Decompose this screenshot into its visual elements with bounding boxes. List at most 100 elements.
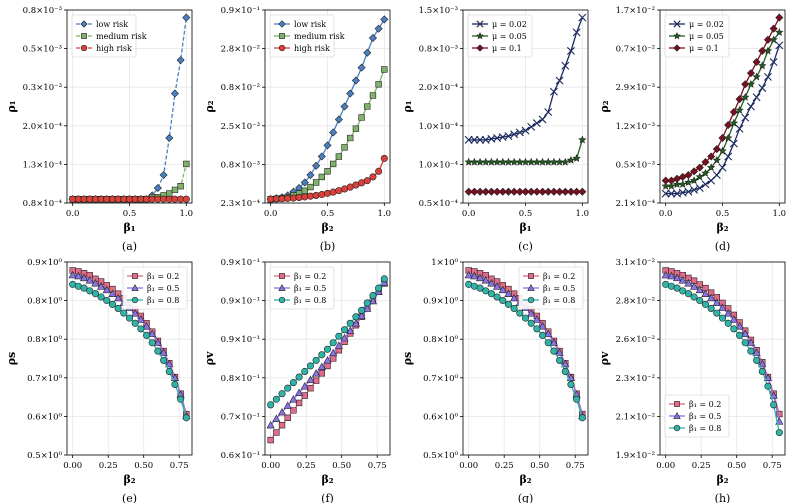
panel-c: 0.5×10⁻⁴ 1.0×10⁻⁴ 1.0×10⁻⁴ 2.0×10⁻⁴ 0.8×10⁻³… — [401, 6, 589, 253]
data-point — [707, 304, 715, 313]
data-point — [684, 178, 693, 187]
data-point — [775, 429, 783, 437]
data-point — [481, 276, 490, 284]
panel-d: 2.1×10⁻⁴ 0.5×10⁻³ 1.2×10⁻³ 2.9×10⁻³ 0.7×10⁻²… — [598, 6, 786, 253]
panel-caption: (b) — [320, 240, 336, 253]
y-tick-label: 1.0×10⁻⁴ — [419, 122, 459, 132]
x-tick-label: 0.75 — [170, 461, 189, 471]
y-tick-label: 1.2×10⁻³ — [616, 122, 655, 132]
x-tick-label: 0.0 — [264, 209, 278, 219]
data-point — [758, 46, 767, 55]
plot-frame — [659, 9, 786, 204]
y-tick-label: 0.9×10⁰ — [27, 258, 62, 268]
data-point — [493, 187, 502, 196]
data-point — [684, 290, 692, 298]
data-point — [294, 388, 304, 396]
data-point — [301, 187, 308, 194]
data-point — [300, 382, 309, 390]
data-point — [482, 287, 490, 295]
data-point — [284, 414, 291, 421]
data-point — [746, 338, 756, 346]
data-point — [695, 172, 704, 181]
data-point — [492, 282, 502, 290]
data-point — [79, 273, 89, 282]
data-point — [334, 341, 343, 349]
x-tick-label: 0.5 — [519, 209, 533, 219]
data-point — [718, 303, 727, 311]
data-point — [567, 380, 575, 388]
data-point — [561, 187, 570, 196]
data-point — [368, 296, 378, 305]
data-point — [347, 134, 354, 142]
data-point — [323, 356, 332, 364]
data-point — [499, 296, 507, 305]
data-point — [470, 187, 479, 196]
data-point — [566, 46, 575, 55]
data-point — [346, 89, 355, 98]
legend-marker — [80, 20, 88, 28]
legend-marker — [80, 44, 88, 52]
data-point — [741, 80, 750, 89]
data-point — [312, 179, 320, 186]
x-tick-label: 1.0 — [576, 209, 590, 219]
data-point — [510, 304, 518, 313]
x-tick-label: 0.00 — [63, 461, 82, 471]
data-point — [364, 103, 371, 110]
data-point — [340, 333, 349, 342]
data-point — [752, 348, 761, 356]
data-point — [758, 367, 766, 376]
legend: β₁ = 0.2 β₁ = 0.5 β₁ = 0.8 — [664, 394, 730, 438]
data-point — [701, 289, 710, 298]
legend-box — [518, 266, 584, 310]
data-point — [695, 163, 704, 172]
data-point — [306, 171, 315, 180]
y-tick-label: 2.0×10⁻⁴ — [419, 83, 459, 93]
data-point — [278, 422, 286, 429]
data-point — [746, 102, 755, 111]
data-point — [86, 287, 94, 295]
data-point — [544, 108, 553, 117]
y-tick-label: 2.6×10⁻² — [616, 335, 655, 345]
data-point — [701, 180, 710, 189]
y-tick-label: 0.9×10⁰ — [423, 297, 458, 307]
data-point — [475, 273, 485, 282]
data-point — [724, 133, 733, 142]
x-axis-label: β₂ — [321, 473, 333, 486]
y-tick-label: 3.1×10⁻² — [616, 258, 655, 268]
data-point — [346, 326, 355, 334]
data-point — [464, 187, 473, 196]
data-point — [91, 290, 99, 298]
data-point — [712, 145, 721, 154]
data-point — [718, 314, 727, 322]
data-point — [712, 298, 721, 306]
data-point — [510, 293, 519, 302]
legend-box — [467, 14, 533, 58]
data-point — [729, 108, 738, 117]
x-axis-label: β₂ — [716, 473, 728, 486]
data-point — [324, 168, 331, 175]
data-point — [487, 290, 495, 298]
data-point — [729, 315, 738, 323]
legend-label: β₁ = 0.8 — [689, 424, 721, 433]
y-tick-label: 0.9×10⁻¹ — [221, 258, 260, 268]
legend-marker — [279, 33, 285, 39]
data-point — [504, 289, 513, 298]
x-tick-label: 1.0 — [180, 209, 194, 219]
data-point — [160, 356, 168, 364]
data-point — [578, 414, 586, 422]
data-point — [183, 160, 190, 168]
data-point — [690, 293, 698, 301]
data-point — [521, 187, 530, 196]
data-point — [701, 300, 709, 308]
data-point — [516, 309, 524, 317]
y-tick-label: 0.8×10⁻² — [221, 83, 260, 93]
legend-marker — [674, 401, 680, 407]
x-tick-label: 0.25 — [297, 461, 316, 471]
data-point — [363, 48, 372, 57]
legend-label: β₁ = 0.5 — [689, 412, 721, 421]
x-tick-label: 0.50 — [727, 461, 746, 471]
data-point — [143, 331, 151, 339]
x-tick-label: 0.5 — [716, 209, 730, 219]
legend: β₁ = 0.2 β₁ = 0.5 β₁ = 0.8 — [122, 266, 188, 310]
y-tick-label: 2.1×10⁻⁴ — [616, 199, 656, 209]
